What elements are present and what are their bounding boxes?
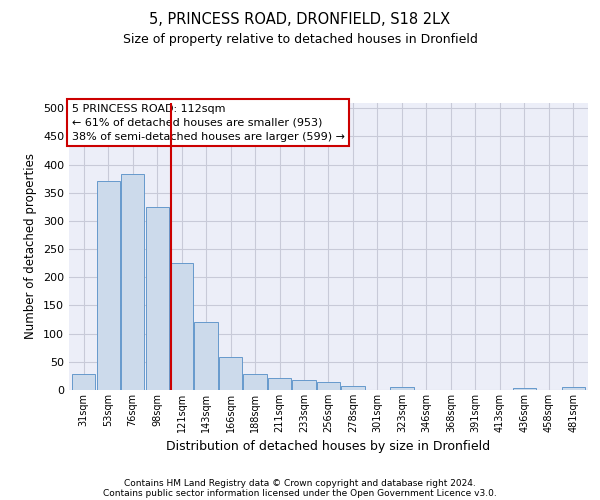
Bar (170, 263, 193, 390)
Bar (146, 207, 169, 390)
Bar (244, 374, 266, 390)
X-axis label: Distribution of detached houses by size in Dronfield: Distribution of detached houses by size … (166, 440, 491, 454)
Bar (562, 387, 585, 390)
Bar (292, 380, 316, 390)
Text: Size of property relative to detached houses in Dronfield: Size of property relative to detached ho… (122, 32, 478, 46)
Bar (121, 174, 144, 390)
Bar (219, 358, 242, 390)
Bar (391, 387, 413, 390)
Bar (341, 386, 365, 390)
Bar (513, 388, 536, 390)
Bar (268, 378, 291, 390)
Text: Contains public sector information licensed under the Open Government Licence v3: Contains public sector information licen… (103, 488, 497, 498)
Text: 5, PRINCESS ROAD, DRONFIELD, S18 2LX: 5, PRINCESS ROAD, DRONFIELD, S18 2LX (149, 12, 451, 28)
Text: Contains HM Land Registry data © Crown copyright and database right 2024.: Contains HM Land Registry data © Crown c… (124, 478, 476, 488)
Bar (317, 382, 340, 390)
Bar (194, 322, 218, 390)
Bar (72, 374, 95, 390)
Y-axis label: Number of detached properties: Number of detached properties (25, 153, 37, 340)
Text: 5 PRINCESS ROAD: 112sqm
← 61% of detached houses are smaller (953)
38% of semi-d: 5 PRINCESS ROAD: 112sqm ← 61% of detache… (71, 104, 344, 142)
Bar (97, 182, 120, 390)
